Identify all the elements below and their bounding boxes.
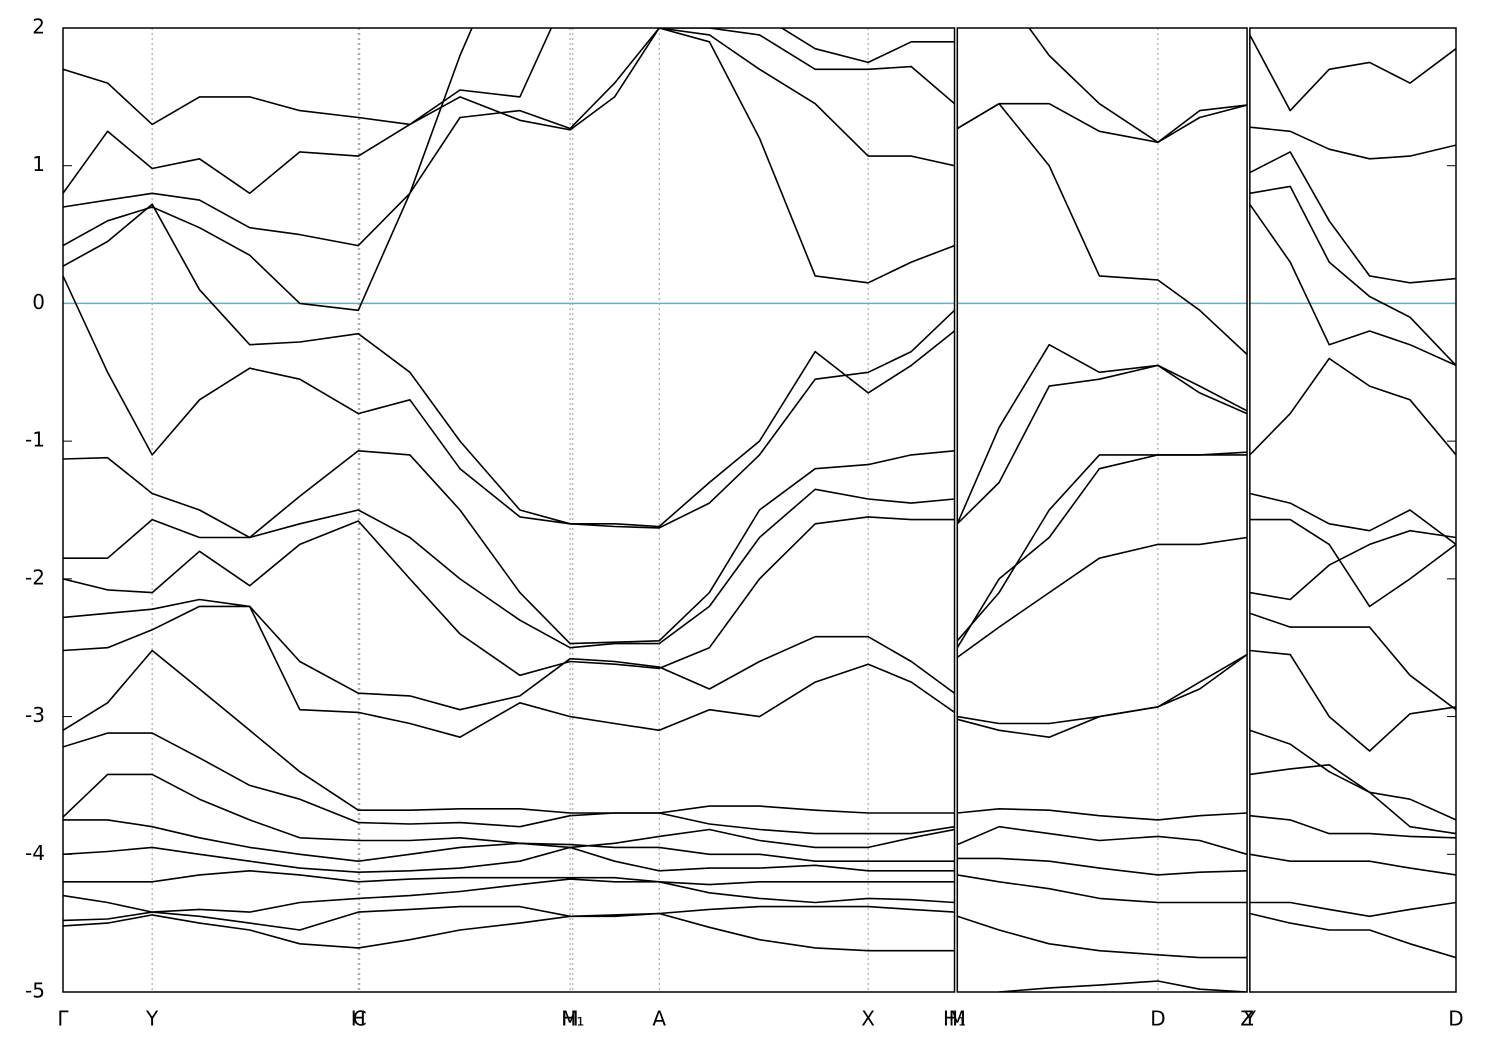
band — [1249, 492, 1457, 546]
band — [996, 980, 1248, 992]
band — [63, 488, 955, 649]
band — [1249, 649, 1457, 752]
band — [957, 451, 1248, 649]
band — [63, 846, 955, 873]
band — [1249, 126, 1457, 160]
band — [1249, 357, 1457, 456]
band — [63, 28, 955, 312]
x-tick-label: Y — [145, 1007, 159, 1031]
x-tick-label: Γ — [57, 1007, 69, 1031]
band — [957, 653, 1248, 738]
band — [957, 102, 1248, 355]
band — [957, 857, 1248, 876]
band — [1249, 814, 1457, 839]
band — [63, 905, 955, 931]
y-tick-label: -4 — [25, 841, 45, 865]
band — [957, 536, 1248, 659]
band — [957, 915, 1247, 959]
band — [1249, 729, 1457, 821]
y-tick-label: 1 — [32, 152, 45, 176]
band — [63, 732, 955, 835]
band — [63, 275, 955, 529]
band — [63, 598, 955, 711]
band — [63, 203, 955, 528]
x-tick-label: C — [353, 1007, 367, 1031]
x-tick-label: M — [949, 1007, 966, 1031]
y-tick-label: -1 — [25, 428, 45, 452]
band — [1249, 34, 1457, 112]
band — [63, 878, 955, 913]
band — [957, 808, 1248, 821]
band — [957, 364, 1248, 525]
x-tick-label: Z — [1240, 1007, 1254, 1031]
band — [63, 870, 955, 886]
y-tick-label: -2 — [25, 565, 45, 589]
band — [63, 605, 955, 738]
band — [1249, 518, 1457, 608]
band — [1249, 764, 1457, 835]
band — [1249, 151, 1457, 284]
band — [63, 912, 955, 952]
band — [1249, 529, 1457, 601]
band — [957, 653, 1248, 725]
x-tick-label: X — [861, 1007, 875, 1031]
x-tick-label: D — [1150, 1007, 1165, 1031]
band — [1249, 901, 1457, 918]
y-tick-label: -5 — [25, 979, 45, 1003]
band — [1028, 28, 1248, 144]
band — [63, 516, 955, 677]
y-tick-label: 2 — [32, 15, 45, 39]
band — [63, 649, 955, 814]
band — [957, 102, 1248, 144]
band — [63, 819, 955, 862]
x-tick-label: H₁ — [561, 1007, 584, 1031]
panel-frame — [956, 27, 1248, 993]
band — [1249, 612, 1457, 711]
panel-frame — [1249, 27, 1457, 993]
x-tick-label: M — [561, 1007, 578, 1031]
band — [1249, 185, 1457, 366]
band — [1249, 203, 1457, 367]
band — [63, 28, 955, 126]
x-tick-label: H — [351, 1007, 366, 1031]
x-tick-label: H₁ — [943, 1007, 966, 1031]
band — [957, 874, 1247, 904]
band — [957, 343, 1248, 525]
x-tick-label: D — [1448, 1007, 1463, 1031]
y-tick-label: 0 — [32, 290, 45, 314]
y-tick-label: -3 — [25, 703, 45, 727]
panel-frame — [62, 27, 956, 993]
band — [1249, 853, 1457, 876]
band — [63, 28, 955, 195]
x-tick-label: Y — [1243, 1007, 1257, 1031]
band — [957, 454, 1247, 642]
band — [1249, 912, 1457, 959]
band — [63, 28, 955, 247]
x-tick-label: A — [652, 1007, 666, 1031]
band — [957, 825, 1248, 856]
band — [63, 450, 955, 645]
